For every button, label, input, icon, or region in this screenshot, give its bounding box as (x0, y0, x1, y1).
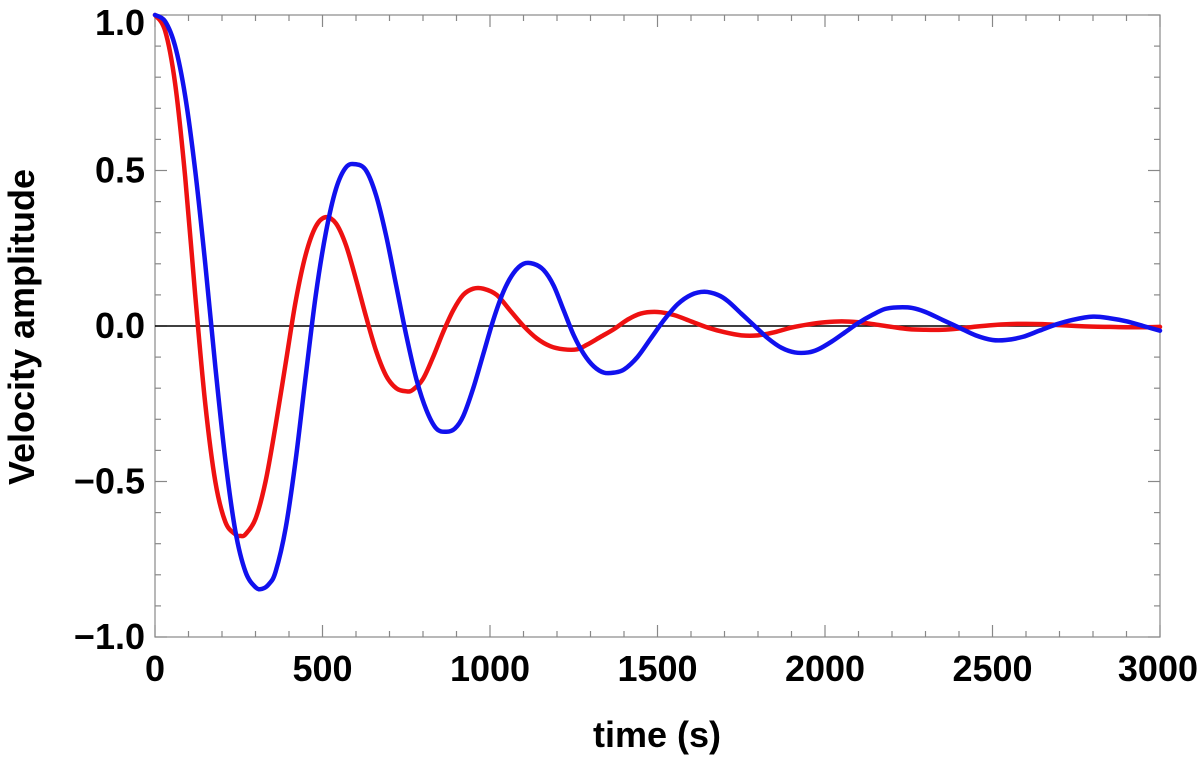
series-line-2 (152, 12, 1163, 592)
x-tick-label: 2500 (952, 648, 1032, 689)
x-tick-label: 1000 (450, 648, 530, 689)
series-line-1 (152, 12, 1163, 539)
x-tick-label: 1500 (617, 648, 697, 689)
series-group (152, 12, 1163, 592)
y-tick-label: 1.0 (95, 2, 145, 43)
y-axis-title: Velocity amplitude (1, 169, 42, 485)
y-tick-label: −1.0 (74, 616, 145, 657)
x-tick-label: 500 (292, 648, 352, 689)
x-tick-label: 2000 (785, 648, 865, 689)
x-tick-label: 3000 (1118, 648, 1198, 689)
tick-labels-group: 0 500 1000 1500 2000 2500 3000 −1.0 −0.5 0.0 0.5 1.… (74, 2, 1198, 689)
y-tick-label: −0.5 (74, 461, 145, 502)
y-tick-label: 0.0 (95, 305, 145, 346)
x-tick-label: 0 (145, 648, 165, 689)
x-axis-title: time (s) (593, 714, 721, 755)
y-tick-label: 0.5 (95, 150, 145, 191)
